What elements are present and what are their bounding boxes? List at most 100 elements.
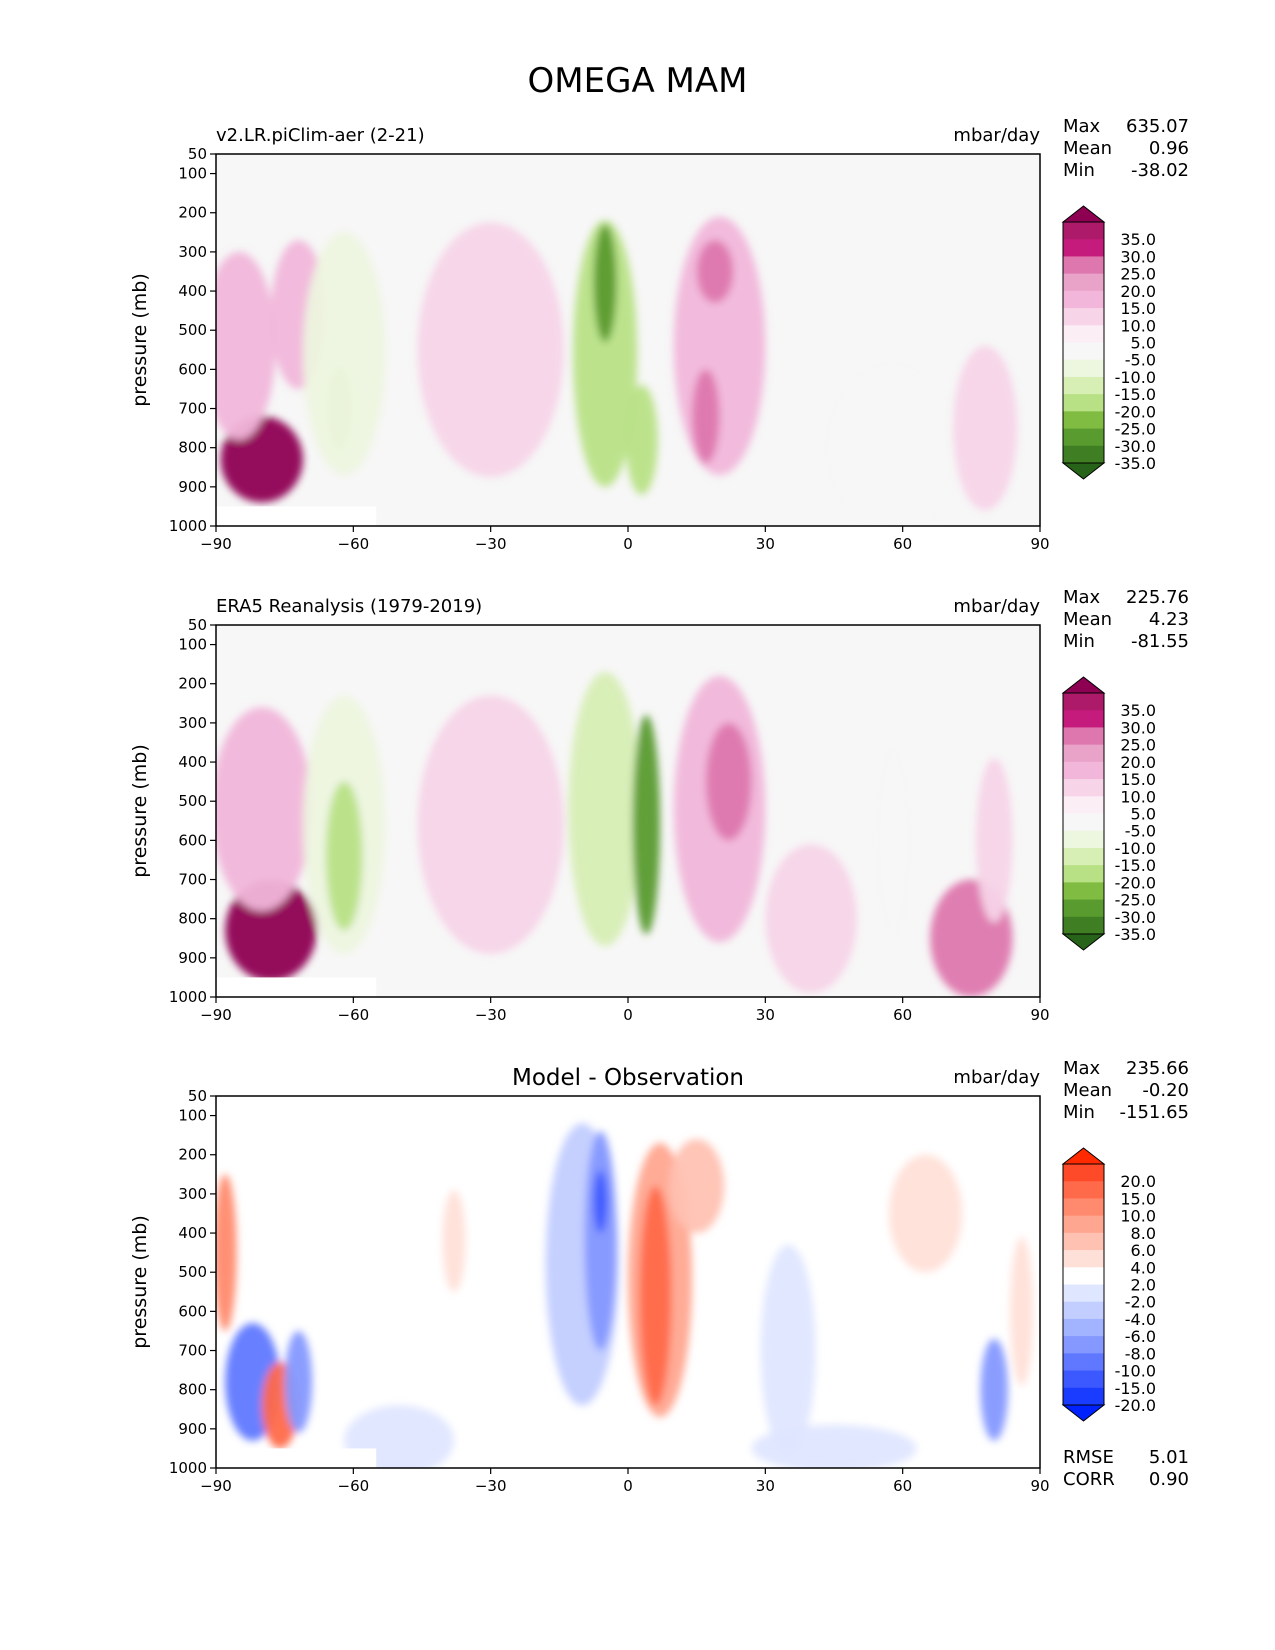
field-feature-12 <box>669 1139 725 1234</box>
stat-value: 4.23 <box>1149 609 1189 630</box>
figure-title: OMEGA MAM <box>528 61 748 101</box>
colorbar-frame <box>1062 692 1105 935</box>
stat-label: RMSE <box>1063 1447 1114 1468</box>
colorbar-label: 20.0 <box>1120 1172 1156 1191</box>
colorbar-band <box>1063 273 1104 292</box>
colorbar-band <box>1063 744 1104 763</box>
colorbar-label: 25.0 <box>1120 736 1156 755</box>
colorbar-band <box>1063 796 1104 814</box>
colorbar-band <box>1063 325 1104 343</box>
colorbar-band <box>1063 308 1104 326</box>
y-tick-label: 600 <box>178 360 207 378</box>
x-tick-label: 90 <box>1030 1477 1049 1495</box>
field-feature-14 <box>953 345 1018 511</box>
y-tick-label: 200 <box>178 1146 207 1164</box>
y-tick-label: 700 <box>178 871 207 889</box>
y-tick-label: 900 <box>178 478 207 496</box>
y-tick-label: 600 <box>178 1302 207 1320</box>
field-feature-5 <box>417 695 564 954</box>
x-tick-label: −60 <box>338 1477 370 1495</box>
stat-label: Min <box>1063 1102 1095 1123</box>
colorbar-extend-top <box>1061 205 1106 223</box>
stat-label: Min <box>1063 631 1095 652</box>
colorbar-label: 25.0 <box>1120 265 1156 284</box>
field-shading <box>216 671 1013 997</box>
colorbar-label: 15.0 <box>1120 770 1156 789</box>
field-feature-9 <box>625 385 658 495</box>
colorbar-band <box>1063 1387 1104 1406</box>
colorbar-band <box>1063 1250 1104 1268</box>
x-tick-label: 60 <box>893 1006 912 1024</box>
y-tick-label: 300 <box>178 1185 207 1203</box>
stat-label: Max <box>1063 587 1101 608</box>
stat-label: Max <box>1063 1058 1101 1079</box>
colorbar-band <box>1063 899 1104 918</box>
x-tick-label: −90 <box>200 535 232 553</box>
masked-region <box>216 1448 377 1468</box>
colorbar-label: -20.0 <box>1115 1396 1156 1415</box>
x-tick-label: 30 <box>756 1477 775 1495</box>
field-feature-2 <box>216 707 313 911</box>
colorbar: 20.015.010.08.06.04.02.0-2.0-4.0-6.0-8.0… <box>1061 1147 1156 1422</box>
colorbar-band <box>1063 290 1104 309</box>
y-tick-label: 1000 <box>169 988 207 1006</box>
colorbar-band <box>1063 239 1104 257</box>
colorbar-label: -10.0 <box>1115 368 1156 387</box>
field-feature-15 <box>980 1338 1008 1441</box>
colorbar-label: -6.0 <box>1125 1327 1156 1346</box>
panel-title: v2.LR.piClim-aer (2-21) <box>216 125 425 146</box>
colorbar-frame <box>1062 1163 1105 1406</box>
colorbar-label: 4.0 <box>1131 1258 1156 1277</box>
colorbar-label: -15.0 <box>1115 856 1156 875</box>
y-axis-label: pressure (mb) <box>129 273 151 407</box>
colorbar-label: -30.0 <box>1115 908 1156 927</box>
colorbar-label: 30.0 <box>1120 247 1156 266</box>
colorbar-label: -2.0 <box>1125 1293 1156 1312</box>
colorbar-band <box>1063 916 1104 935</box>
colorbar-band <box>1063 342 1104 361</box>
colorbar-band <box>1063 710 1104 728</box>
units-label: mbar/day <box>953 596 1040 617</box>
colorbar-label: -35.0 <box>1115 454 1156 473</box>
field-feature-13 <box>760 1244 816 1457</box>
x-tick-label: 30 <box>756 535 775 553</box>
x-tick-label: 0 <box>623 1477 633 1495</box>
y-tick-label: 200 <box>178 204 207 222</box>
x-tick-label: 30 <box>756 1006 775 1024</box>
colorbar-band <box>1063 394 1104 412</box>
colorbar-band <box>1063 222 1104 240</box>
stat-label: Mean <box>1063 1080 1112 1101</box>
stat-value: 0.90 <box>1149 1469 1189 1490</box>
masked-region <box>216 977 377 997</box>
y-tick-label: 200 <box>178 675 207 693</box>
y-axis-label: pressure (mb) <box>129 1215 151 1349</box>
stat-value: 0.96 <box>1149 138 1189 159</box>
colorbar-label: -10.0 <box>1115 839 1156 858</box>
x-tick-label: 90 <box>1030 1006 1049 1024</box>
field-feature-13 <box>829 365 958 526</box>
stat-value: 235.66 <box>1126 1058 1189 1079</box>
colorbar-extend-bottom <box>1061 1404 1106 1422</box>
field-feature-11 <box>870 738 917 943</box>
colorbar-band <box>1063 813 1104 832</box>
panel-1: −90 −60 −30 0 30 60 90 50 100 200 300 400 500 600 700 8… <box>129 116 1189 553</box>
field-shading <box>216 216 1018 526</box>
y-tick-label: 800 <box>178 1381 207 1399</box>
colorbar-label: 20.0 <box>1120 282 1156 301</box>
field-feature-10 <box>765 844 857 994</box>
colorbar-label: 15.0 <box>1120 1189 1156 1208</box>
units-label: mbar/day <box>953 125 1040 146</box>
field-feature-9 <box>705 722 752 841</box>
field-feature-7 <box>632 715 661 935</box>
stat-value: -151.65 <box>1120 1102 1189 1123</box>
field-feature-16 <box>1010 1236 1034 1386</box>
x-tick-label: −90 <box>200 1006 232 1024</box>
colorbar-band <box>1063 411 1104 430</box>
colorbar-label: -8.0 <box>1125 1344 1156 1363</box>
y-tick-label: 900 <box>178 1420 207 1438</box>
colorbar-label: 10.0 <box>1120 787 1156 806</box>
colorbar-label: 2.0 <box>1131 1276 1156 1295</box>
x-tick-label: −60 <box>338 535 370 553</box>
y-tick-label: 100 <box>178 1107 207 1125</box>
colorbar-label: 8.0 <box>1131 1224 1156 1243</box>
